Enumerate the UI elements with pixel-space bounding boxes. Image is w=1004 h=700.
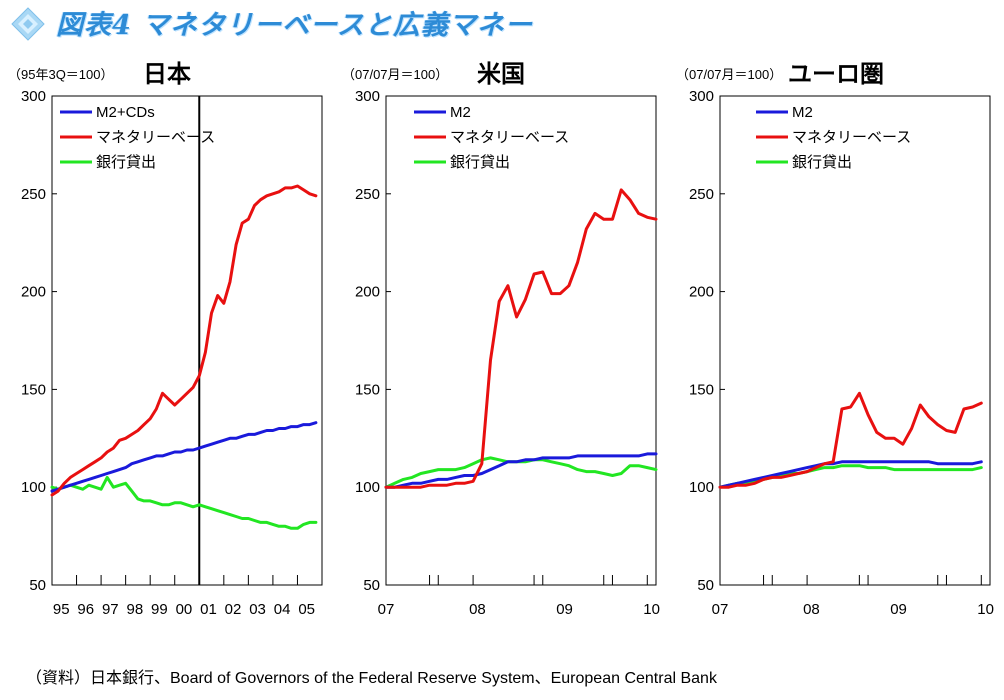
y-tick-label: 150 bbox=[21, 381, 46, 398]
x-tick-label: 97 bbox=[102, 601, 119, 618]
legend-label: M2 bbox=[450, 104, 471, 121]
x-tick-label: 10 bbox=[643, 601, 660, 618]
y-tick-label: 300 bbox=[355, 88, 380, 105]
x-tick-label: 98 bbox=[126, 601, 143, 618]
x-tick-label: 08 bbox=[469, 601, 486, 618]
series-line-2 bbox=[384, 188, 658, 489]
legend-label: マネタリーベース bbox=[792, 129, 911, 146]
figure-title: 図表4 マネタリーベースと広義マネー bbox=[56, 10, 533, 41]
x-tick-label: 07 bbox=[712, 601, 729, 618]
legend-label: 銀行貸出 bbox=[792, 154, 852, 171]
y-tick-label: 250 bbox=[355, 186, 380, 203]
chart-panel-1: （95年3Q＝100） 日本 50 100 150 200 250 300 95 96 97 98 99… bbox=[8, 61, 323, 618]
y-tick-label: 250 bbox=[21, 186, 46, 203]
chart-title: 日本 bbox=[143, 61, 191, 88]
legend-label: M2 bbox=[792, 104, 813, 121]
chart-title: 米国 bbox=[477, 61, 525, 88]
y-tick-label: 100 bbox=[689, 479, 714, 496]
legend-label: マネタリーベース bbox=[450, 129, 569, 146]
y-tick-label: 150 bbox=[689, 381, 714, 398]
legend-label: マネタリーベース bbox=[96, 129, 215, 146]
y-tick-label: 50 bbox=[29, 577, 46, 594]
series-line-1 bbox=[384, 452, 658, 489]
series-line-1 bbox=[50, 421, 318, 493]
y-tick-label: 300 bbox=[21, 88, 46, 105]
x-tick-label: 05 bbox=[298, 601, 315, 618]
x-tick-label: 95 bbox=[53, 601, 70, 618]
unit-note: （95年3Q＝100） bbox=[8, 67, 114, 82]
y-tick-label: 200 bbox=[689, 284, 714, 301]
plot-frame bbox=[719, 95, 991, 586]
x-tick-label: 02 bbox=[225, 601, 242, 618]
x-tick-label: 99 bbox=[151, 601, 168, 618]
chart-panel-3: （07/07月＝100） ユーロ圏 50 100 150 200 250 300 07 08 09 1… bbox=[676, 61, 994, 618]
series-line-2 bbox=[50, 184, 318, 497]
y-tick-label: 300 bbox=[689, 88, 714, 105]
y-tick-label: 150 bbox=[355, 381, 380, 398]
series-line-3 bbox=[50, 475, 318, 530]
plot-frame bbox=[51, 95, 323, 586]
y-tick-label: 100 bbox=[21, 479, 46, 496]
x-tick-label: 07 bbox=[378, 601, 395, 618]
y-tick-label: 250 bbox=[689, 186, 714, 203]
source-note: （資料）日本銀行、Board of Governors of the Feder… bbox=[26, 670, 717, 687]
legend-label: M2+CDs bbox=[96, 104, 155, 121]
legend-label: 銀行貸出 bbox=[96, 154, 156, 171]
x-tick-label: 08 bbox=[803, 601, 820, 618]
y-tick-label: 200 bbox=[355, 284, 380, 301]
diamond-icon bbox=[11, 7, 45, 41]
y-tick-label: 50 bbox=[363, 577, 380, 594]
x-tick-label: 10 bbox=[977, 601, 994, 618]
x-tick-label: 96 bbox=[77, 601, 94, 618]
x-tick-label: 01 bbox=[200, 601, 217, 618]
y-tick-label: 100 bbox=[355, 479, 380, 496]
unit-note: （07/07月＝100） bbox=[342, 67, 448, 82]
unit-note: （07/07月＝100） bbox=[676, 67, 782, 82]
legend-label: 銀行貸出 bbox=[450, 154, 510, 171]
chart-title: ユーロ圏 bbox=[788, 61, 884, 88]
x-tick-label: 04 bbox=[274, 601, 291, 618]
chart-panel-2: （07/07月＝100） 米国 50 100 150 200 250 300 07 08 09 10 M… bbox=[342, 61, 660, 618]
x-tick-label: 00 bbox=[176, 601, 193, 618]
x-tick-label: 09 bbox=[556, 601, 573, 618]
y-tick-label: 50 bbox=[697, 577, 714, 594]
title-bar: 図表4 マネタリーベースと広義マネー bbox=[0, 0, 1004, 44]
y-tick-label: 200 bbox=[21, 284, 46, 301]
x-tick-label: 09 bbox=[890, 601, 907, 618]
series-line-1 bbox=[718, 460, 983, 489]
plot-frame bbox=[385, 95, 657, 586]
series-line-2 bbox=[718, 391, 983, 489]
x-tick-label: 03 bbox=[249, 601, 266, 618]
series-line-3 bbox=[718, 464, 983, 489]
